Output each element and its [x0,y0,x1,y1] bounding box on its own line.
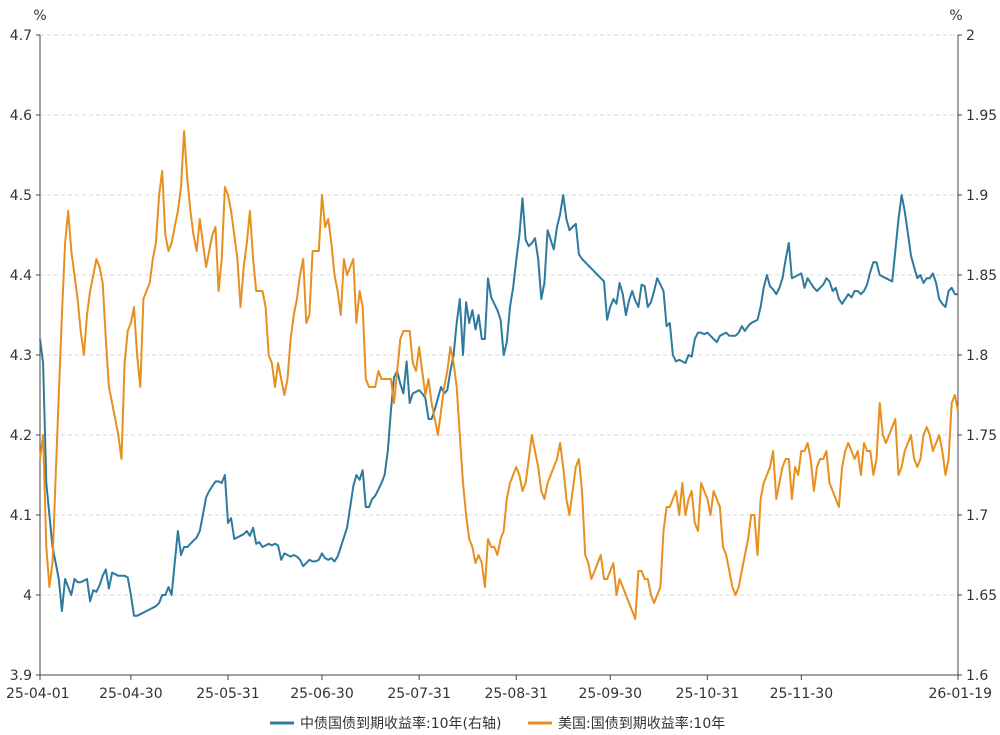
left-tick-label: 4.1 [10,508,32,524]
right-tick-label: 1.8 [966,348,988,364]
right-tick-label: 1.9 [966,188,988,204]
x-tick-label: 25-04-30 [99,686,163,702]
x-tick-label: 26-01-19 [928,686,992,702]
x-tick-label: 25-07-31 [387,686,451,702]
series-line-cn-10y [39,194,958,617]
legend-label-us-10y: 美国:国债到期收益率:10年 [558,715,725,732]
left-tick-label: 4 [23,588,32,604]
right-axis-ticks: 1.6 1.65 1.7 1.75 1.8 1.85 1.9 1.95 2 [958,28,997,684]
left-tick-label: 4.7 [10,28,32,44]
legend-item-us-10y[interactable]: 美国:国债到期收益率:10年 [528,715,725,732]
left-tick-label: 4.5 [10,188,32,204]
left-tick-label: 4.6 [10,108,32,124]
x-tick-label: 25-06-30 [290,686,354,702]
x-tick-label: 25-05-31 [196,686,260,702]
right-tick-label: 1.95 [966,108,997,124]
legend-label-cn-10y: 中债国债到期收益率:10年(右轴) [300,715,501,732]
gridlines [40,34,958,596]
right-tick-label: 1.7 [966,508,988,524]
x-tick-label: 25-11-30 [770,686,834,702]
left-tick-label: 4.2 [10,428,32,444]
series [39,130,959,620]
left-tick-label: 3.9 [10,668,32,684]
left-tick-label: 4.4 [10,268,32,284]
right-tick-label: 1.85 [966,268,997,284]
right-tick-label: 1.65 [966,588,997,604]
right-tick-label: 2 [966,28,975,44]
left-axis-unit: % [33,8,46,24]
legend: 中债国债到期收益率:10年(右轴) 美国:国债到期收益率:10年 [270,715,725,732]
x-tick-label: 25-09-30 [578,686,642,702]
x-tick-label: 25-10-31 [676,686,740,702]
x-tick-label: 25-04-01 [6,686,70,702]
right-tick-label: 1.75 [966,428,997,444]
x-axis-ticks: 25-04-01 25-04-30 25-05-31 25-06-30 25-07-31… [6,675,992,702]
right-tick-label: 1.6 [966,668,988,684]
right-axis-unit: % [949,8,962,24]
left-axis-ticks: 3.9 4 4.1 4.2 4.3 4.4 4.5 4.6 4.7 [10,28,40,684]
series-line-us-10y [39,130,959,620]
left-tick-label: 4.3 [10,348,32,364]
legend-item-cn-10y[interactable]: 中债国债到期收益率:10年(右轴) [270,715,501,732]
x-tick-label: 25-08-31 [484,686,548,702]
